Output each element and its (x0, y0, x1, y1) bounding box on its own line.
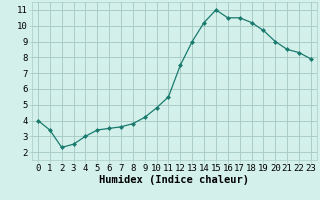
X-axis label: Humidex (Indice chaleur): Humidex (Indice chaleur) (100, 175, 249, 185)
